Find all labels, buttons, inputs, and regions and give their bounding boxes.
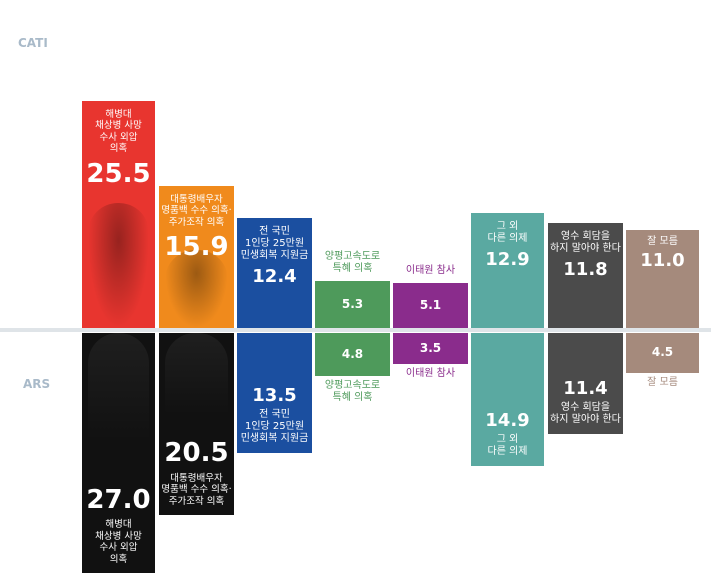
category-label-cati-1: 해병대 채상병 사망 수사 외압 의혹: [95, 109, 142, 155]
value-label-ars-4: 4.8: [341, 346, 364, 361]
value-label-cati-6: 12.9: [485, 249, 530, 270]
category-label-cati-6: 그 외 다른 의제: [487, 221, 528, 244]
value-label-cati-7: 11.8: [563, 259, 608, 280]
panel-label-cati: CATI: [18, 36, 48, 50]
category-label-cati-5: 이태원 참사: [405, 265, 456, 276]
value-label-cati-2: 15.9: [164, 232, 229, 263]
baseline: [0, 328, 711, 332]
category-label-cati-2: 대통령배우자 명품백 수수 의혹· 주가조작 의혹: [161, 194, 232, 228]
category-label-ars-2: 대통령배우자 명품백 수수 의혹· 주가조작 의혹: [161, 472, 232, 507]
value-label-cati-3: 12.4: [252, 266, 297, 287]
category-label-ars-4: 양평고속도로 특혜 의혹: [324, 380, 381, 403]
value-label-ars-5: 3.5: [419, 340, 442, 355]
value-label-cati-8: 11.0: [640, 250, 685, 271]
category-label-cati-7: 영수 회담을 하지 말아야 한다: [550, 231, 621, 254]
category-label-ars-8: 잘 모름: [647, 377, 678, 388]
category-label-ars-3: 전 국민 1인당 25만원 민생회복 지원금: [240, 409, 309, 444]
value-label-ars-2: 20.5: [164, 438, 229, 469]
bar-cati-7: [548, 223, 623, 328]
bar-ars-5: [393, 333, 468, 364]
value-label-ars-3: 13.5: [252, 384, 297, 406]
bar-ars-6: [471, 333, 544, 466]
bar-cati-2: [159, 186, 234, 328]
bar-cati-4: [315, 281, 390, 328]
portrait-cati-1: [88, 203, 149, 328]
value-label-ars-8: 4.5: [651, 345, 674, 360]
value-label-cati-1: 25.5: [86, 158, 151, 189]
portrait-cati-2: [165, 249, 228, 328]
category-label-ars-7: 영수 회담을 하지 말아야 한다: [550, 402, 621, 425]
bar-ars-3: [237, 333, 312, 453]
bar-ars-2: [159, 333, 234, 515]
category-label-ars-1: 해병대 채상병 사망 수사 외압 의혹: [95, 519, 142, 565]
portrait-ars-2: [165, 333, 228, 415]
bar-ars-7: [548, 333, 623, 434]
bar-cati-1: [82, 101, 155, 328]
value-label-ars-6: 14.9: [485, 409, 530, 431]
bar-ars-1: [82, 333, 155, 573]
value-label-cati-4: 5.3: [341, 296, 364, 311]
category-label-cati-3: 전 국민 1인당 25만원 민생회복 지원금: [240, 226, 309, 261]
category-label-ars-6: 그 외 다른 의제: [487, 434, 528, 457]
panel-label-ars: ARS: [23, 377, 51, 391]
value-label-ars-1: 27.0: [86, 484, 151, 515]
bar-cati-6: [471, 213, 544, 328]
bar-cati-5: [393, 283, 468, 328]
category-label-cati-8: 잘 모름: [647, 236, 678, 247]
bar-cati-8: [626, 230, 699, 328]
bar-ars-8: [626, 333, 699, 373]
bar-cati-3: [237, 218, 312, 328]
bar-ars-4: [315, 333, 390, 376]
category-label-ars-5: 이태원 참사: [405, 368, 456, 379]
value-label-cati-5: 5.1: [419, 297, 442, 312]
category-label-cati-4: 양평고속도로 특혜 의혹: [324, 251, 381, 274]
portrait-ars-1: [88, 333, 149, 441]
value-label-ars-7: 11.4: [563, 377, 608, 399]
